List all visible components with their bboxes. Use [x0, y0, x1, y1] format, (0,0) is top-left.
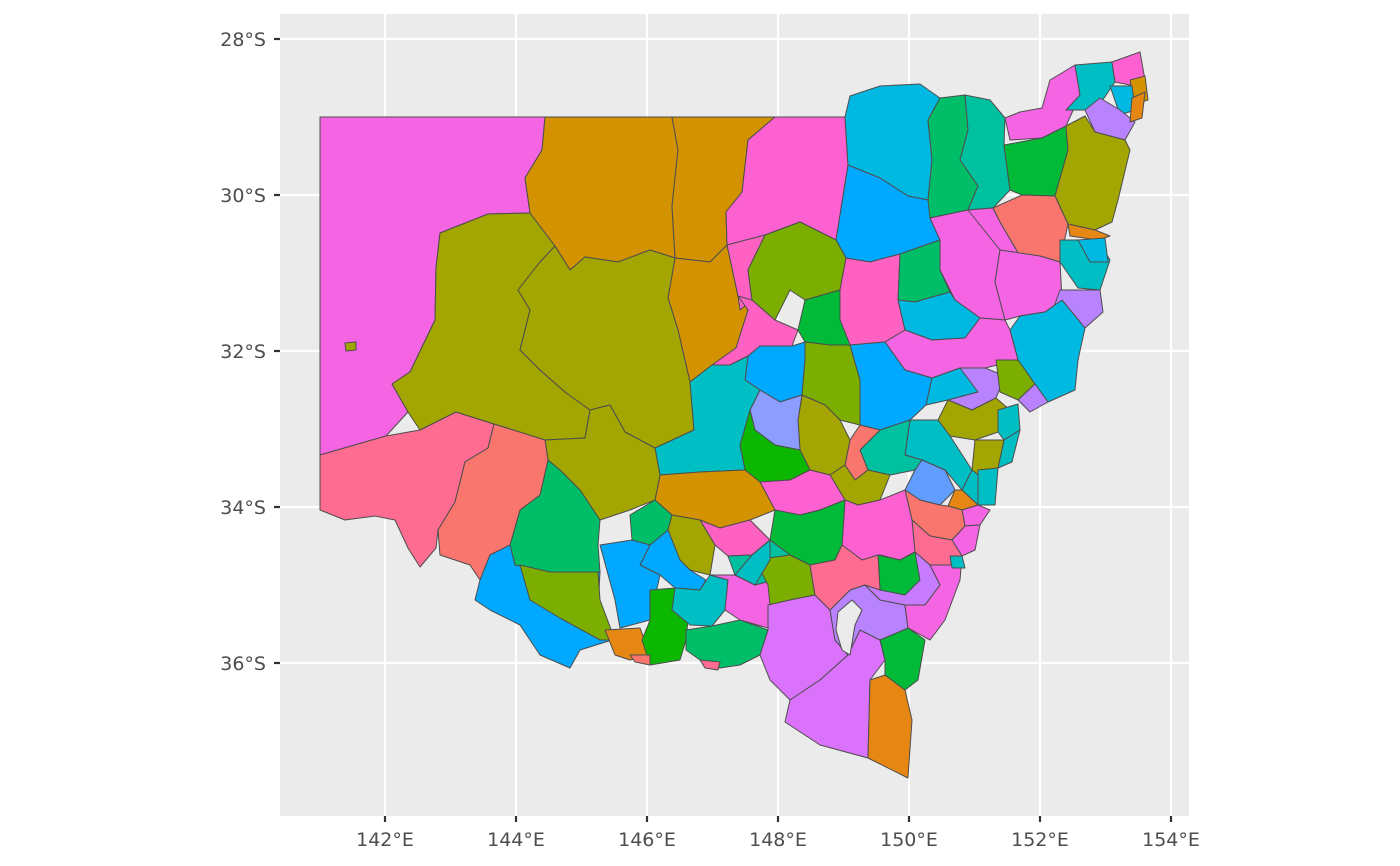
region-muswellbrook	[849, 341, 933, 431]
region-sydney-east	[977, 467, 999, 506]
region-jerilderie	[599, 539, 661, 629]
x-tick-label: 152°E	[1011, 829, 1069, 851]
x-tick-label: 146°E	[618, 829, 676, 851]
x-axis: 142°E 144°E 146°E 148°E 150°E 152°E 154°E	[356, 816, 1200, 851]
region-albury	[699, 659, 721, 671]
region-lord-howe-exclave	[344, 341, 357, 352]
lga-regions	[319, 51, 1149, 779]
y-tick-label: 28°S	[220, 29, 266, 51]
region-mid-western	[801, 341, 861, 426]
x-tick-label: 148°E	[749, 829, 807, 851]
region-albury-south	[629, 654, 651, 666]
x-tick-label: 142°E	[356, 829, 414, 851]
region-yass	[809, 544, 881, 611]
region-kiama	[949, 555, 966, 569]
y-tick-label: 30°S	[220, 185, 266, 207]
x-tick-label: 150°E	[880, 829, 938, 851]
x-tick-label: 154°E	[1142, 829, 1200, 851]
y-axis: 28°S 30°S 32°S 34°S 36°S	[220, 29, 280, 675]
y-tick-label: 36°S	[220, 653, 266, 675]
region-clarence-valley	[1054, 115, 1131, 231]
region-act-hole	[835, 599, 863, 656]
x-tick-label: 144°E	[487, 829, 545, 851]
region-nambucca	[1077, 237, 1109, 263]
region-greater-hume	[685, 619, 769, 669]
region-gunnedah	[839, 253, 906, 346]
region-port-stephens	[1017, 383, 1049, 413]
region-harden	[734, 539, 771, 586]
y-tick-label: 32°S	[220, 341, 266, 363]
region-ballina	[1129, 91, 1146, 123]
y-tick-label: 34°S	[220, 497, 266, 519]
region-wollongong	[951, 524, 981, 557]
